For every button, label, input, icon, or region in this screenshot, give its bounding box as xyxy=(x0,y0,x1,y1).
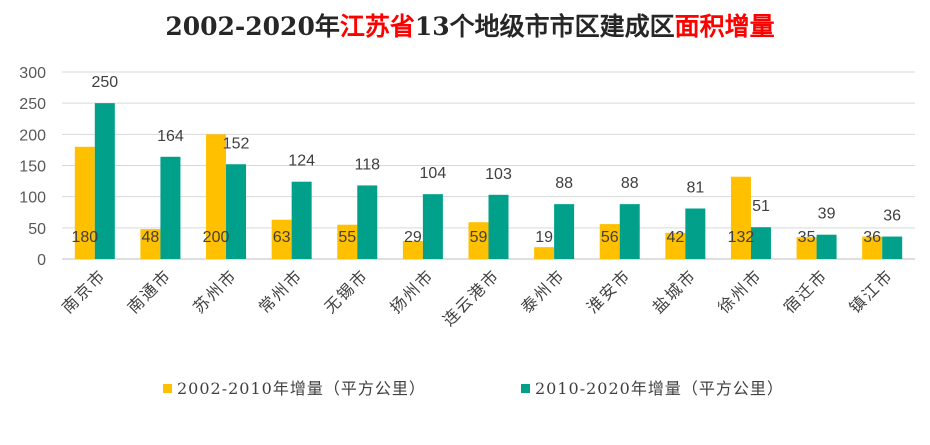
y-tick-label: 300 xyxy=(19,65,46,82)
bar-series-1 xyxy=(468,222,489,259)
bar-series-1 xyxy=(402,240,423,259)
bar-series-1 xyxy=(534,247,555,259)
data-label-series-2: 39 xyxy=(818,206,836,223)
data-label-series-2: 88 xyxy=(621,175,639,192)
data-labels: 180 48 200 63 55 29 59 19 56 42 132 35 36 250 164 152 12… xyxy=(71,74,901,246)
title-segment: 2002-2020年 xyxy=(165,12,340,41)
title-segment: 江苏省 xyxy=(340,12,415,41)
legend-label-series-1: 2002-2010年增量（平方公里） xyxy=(177,379,426,398)
bar-series-2 xyxy=(488,194,509,259)
legend-item-series-2: 2010-2020年增量（平方公里） xyxy=(521,379,784,398)
legend-label-series-2: 2010-2020年增量（平方公里） xyxy=(535,379,784,398)
data-label-series-2: 88 xyxy=(555,175,573,192)
bar-series-2 xyxy=(619,204,640,259)
data-label-series-2: 103 xyxy=(485,166,512,183)
title-segment: 面积增量 xyxy=(675,12,775,41)
y-tick-label: 200 xyxy=(19,127,46,144)
bar-series-1 xyxy=(337,224,358,259)
legend: 2002-2010年增量（平方公里） 2010-2020年增量（平方公里） xyxy=(163,379,784,398)
bar-series-2 xyxy=(160,156,181,259)
bar-series-2 xyxy=(357,185,378,259)
legend-swatch-series-1 xyxy=(163,384,172,393)
bar-series-2 xyxy=(816,234,837,259)
data-label-series-1: 19 xyxy=(535,229,553,246)
y-tick-label: 0 xyxy=(37,252,46,269)
data-label-series-1: 200 xyxy=(203,229,230,246)
data-label-series-1: 42 xyxy=(666,229,684,246)
bar-series-1 xyxy=(796,237,817,259)
bars xyxy=(74,103,903,260)
bar-series-2 xyxy=(750,227,771,259)
bar-series-2 xyxy=(226,164,247,259)
data-label-series-2: 118 xyxy=(355,156,381,173)
data-label-series-2: 36 xyxy=(883,208,901,225)
bar-series-1 xyxy=(862,236,883,259)
data-label-series-2: 51 xyxy=(752,198,770,215)
bar-series-1 xyxy=(665,232,686,259)
y-tick-label: 100 xyxy=(19,190,46,207)
data-label-series-2: 124 xyxy=(288,153,315,170)
bar-series-1 xyxy=(140,229,161,259)
data-label-series-1: 59 xyxy=(470,229,488,246)
data-label-series-1: 63 xyxy=(273,229,291,246)
data-label-series-2: 152 xyxy=(223,135,250,152)
y-axis-labels: 0 50 100 150 200 250 300 xyxy=(19,65,46,269)
data-label-series-1: 180 xyxy=(71,229,98,246)
data-label-series-2: 104 xyxy=(420,165,447,182)
bar-series-1 xyxy=(271,219,292,259)
data-label-series-1: 36 xyxy=(863,229,881,246)
bar-series-2 xyxy=(291,181,312,259)
data-label-series-1: 29 xyxy=(404,229,422,246)
data-label-series-1: 35 xyxy=(798,229,816,246)
data-label-series-2: 81 xyxy=(686,180,704,197)
data-label-series-1: 56 xyxy=(601,229,619,246)
data-label-series-2: 250 xyxy=(91,74,118,91)
bar-series-1 xyxy=(599,224,620,259)
bar-series-2 xyxy=(94,103,115,260)
bar-series-2 xyxy=(882,236,903,259)
title-segment: 13个地级市市区建成区 xyxy=(415,12,675,41)
bar-series-2 xyxy=(685,208,706,259)
bar-series-2 xyxy=(554,204,575,259)
bar-series-2 xyxy=(422,194,443,259)
y-tick-label: 250 xyxy=(19,96,46,113)
y-tick-label: 150 xyxy=(19,159,46,176)
data-label-series-1: 55 xyxy=(338,229,356,246)
legend-swatch-series-2 xyxy=(521,384,530,393)
legend-item-series-1: 2002-2010年增量（平方公里） xyxy=(163,379,426,398)
bar-series-1 xyxy=(730,176,751,259)
y-tick-label: 50 xyxy=(28,221,46,238)
data-label-series-1: 132 xyxy=(728,229,755,246)
bar-series-1 xyxy=(206,134,227,259)
data-label-series-1: 48 xyxy=(142,229,160,246)
bar-series-1 xyxy=(74,146,95,259)
data-label-series-2: 164 xyxy=(157,128,184,145)
chart-title: 2002-2020年江苏省13个地级市市区建成区面积增量 xyxy=(165,12,774,41)
